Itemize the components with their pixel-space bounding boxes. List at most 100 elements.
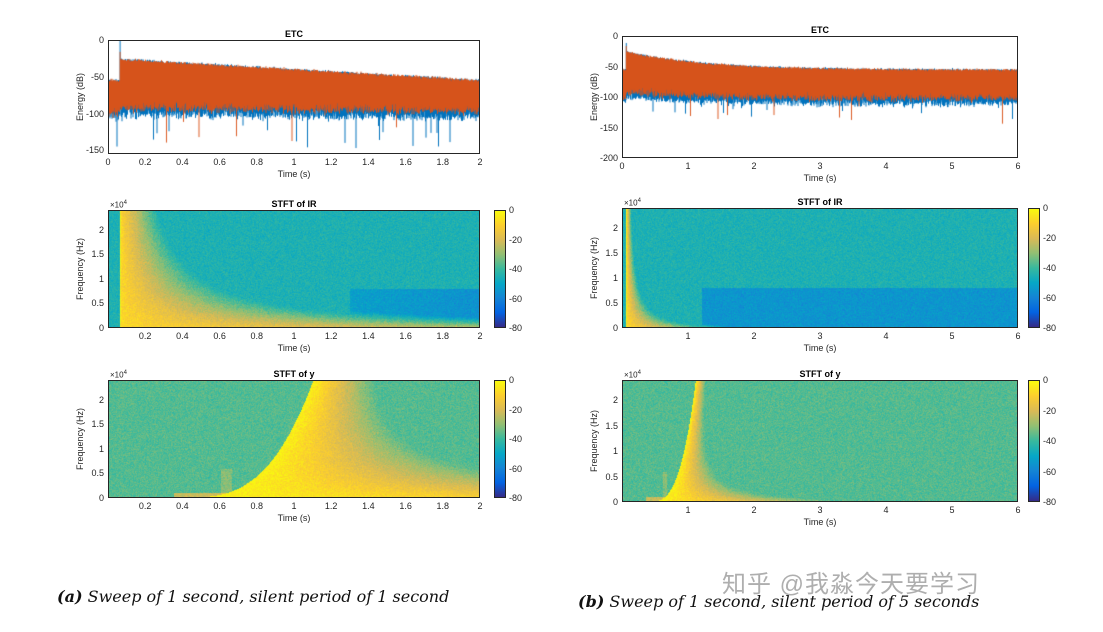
b-stft-ir-colorbar-tick: -20	[1043, 233, 1057, 243]
b-etc-xtick: 1	[685, 161, 691, 171]
a-stft-ir-ylabel: Frequency (Hz)	[75, 237, 85, 301]
a-etc-ylabel: Energy (dB)	[75, 72, 85, 122]
a-stft-ir-xtick: 1.4	[362, 331, 375, 341]
a-stft-ir-ytick: 0	[98, 323, 104, 333]
b-stft-y-xtick: 4	[883, 505, 889, 515]
a-stft-y-colorbar-tick: -80	[509, 493, 523, 503]
a-stft-y-colorbar	[494, 380, 506, 498]
a-stft-ir-ytick: 1	[98, 273, 104, 284]
b-stft-y-title: STFT of y	[799, 369, 841, 379]
a-stft-ir-spectrogram	[109, 211, 479, 327]
a-stft-ir-title: STFT of IR	[271, 199, 317, 209]
a-stft-ir-xtick: 1.6	[399, 331, 412, 341]
a-stft-ir-colorbar-tick: -80	[509, 323, 523, 333]
a-stft-ir-colorbar-tick: -20	[509, 234, 523, 245]
b-stft-y-spectrogram	[623, 381, 1017, 501]
a-stft-y-colorbar-tick: -60	[509, 463, 523, 474]
a-stft-y-ytick: 2	[98, 394, 104, 405]
a-stft-ir-xtick: 0.8	[250, 331, 264, 341]
b-stft-y-y-multiplier: ×104	[624, 370, 641, 380]
a-etc-xtick: 1	[291, 157, 297, 167]
a-etc-xtick: 0	[105, 157, 111, 167]
a-etc-xtick: 1.4	[362, 157, 375, 167]
a-stft-y-y-multiplier: ×104	[110, 370, 127, 380]
a-etc-ytick: 0	[98, 35, 104, 45]
b-etc-series-lines	[623, 37, 1017, 157]
b-etc-axes	[622, 36, 1018, 158]
a-stft-y-xtick: 0.4	[176, 501, 189, 511]
a-stft-ir-xlabel: Time (s)	[277, 343, 311, 353]
a-etc-xtick: 0.4	[176, 157, 189, 167]
b-stft-ir-colorbar-tick: -60	[1043, 293, 1057, 303]
a-stft-ir-ytick: 0.5	[91, 298, 104, 309]
b-stft-ir-colorbar-tick: 0	[1043, 203, 1049, 213]
a-stft-y-xlabel: Time (s)	[277, 513, 311, 523]
b-etc-xtick: 4	[883, 161, 889, 171]
caption-b: (b) Sweep of 1 second, silent period of …	[578, 592, 980, 611]
b-stft-ir-y-multiplier: ×104	[624, 198, 641, 208]
b-stft-ir-xtick: 3	[817, 331, 823, 341]
b-stft-y-axes	[622, 380, 1018, 502]
b-stft-ir-xlabel: Time (s)	[803, 343, 837, 353]
a-stft-y-xtick: 0.6	[213, 501, 226, 511]
b-stft-y-ytick: 1.5	[605, 420, 618, 431]
a-etc-xtick: 1.6	[399, 157, 412, 167]
b-stft-ir-colorbar-tick: -40	[1043, 263, 1057, 273]
a-stft-y-ytick: 1.5	[91, 419, 104, 430]
b-stft-ir-xtick: 1	[685, 331, 691, 341]
b-stft-y-colorbar	[1028, 380, 1040, 502]
a-etc-ytick: -50	[90, 71, 104, 82]
b-etc-ytick: 0	[612, 31, 618, 41]
a-stft-y-colorbar-tick: -40	[509, 434, 523, 444]
b-etc-xtick: 5	[949, 161, 955, 171]
a-etc-title: ETC	[285, 29, 303, 39]
a-stft-ir-xtick: 0.2	[138, 331, 152, 341]
a-stft-y-xtick: 1.4	[362, 501, 375, 511]
a-stft-ir-colorbar	[494, 210, 506, 328]
b-stft-y-ytick: 0.5	[605, 471, 618, 482]
a-etc-ytick: -150	[85, 145, 104, 156]
a-etc-xlabel: Time (s)	[277, 169, 311, 179]
a-stft-y-xtick: 0.2	[138, 501, 152, 511]
b-stft-y-xtick: 3	[817, 505, 823, 515]
a-stft-ir-colorbar-tick: -40	[509, 264, 523, 274]
a-stft-y-xtick: 1	[291, 501, 297, 511]
b-stft-ir-spectrogram	[623, 209, 1017, 327]
b-etc-title: ETC	[811, 25, 829, 35]
a-stft-y-xtick: 2	[477, 501, 483, 511]
a-stft-ir-xtick: 0.4	[176, 331, 189, 341]
b-etc-xtick: 0	[619, 161, 625, 171]
b-stft-y-colorbar-tick: -20	[1043, 405, 1057, 416]
b-stft-y-xtick: 1	[685, 505, 691, 515]
b-stft-y-xlabel: Time (s)	[803, 517, 837, 527]
a-stft-y-ylabel: Frequency (Hz)	[75, 407, 85, 471]
b-etc-xlabel: Time (s)	[803, 173, 837, 183]
a-stft-y-xtick: 1.2	[324, 501, 338, 511]
a-stft-ir-xtick: 1.2	[324, 331, 338, 341]
a-stft-y-ytick: 1	[98, 443, 104, 454]
b-stft-y-colorbar-tick: -40	[1043, 436, 1057, 446]
b-stft-ir-ylabel: Frequency (Hz)	[589, 236, 599, 300]
b-stft-y-colorbar-tick: -80	[1043, 497, 1057, 507]
a-stft-ir-xtick: 2	[477, 331, 483, 341]
b-stft-y-xtick: 2	[751, 505, 757, 515]
a-stft-y-xtick: 0.8	[250, 501, 264, 511]
a-etc-xtick: 2	[477, 157, 483, 167]
b-stft-ir-ytick: 2	[612, 223, 618, 233]
a-stft-y-ytick: 0	[98, 493, 104, 503]
a-etc-xtick: 0.6	[213, 157, 226, 167]
a-etc-xtick: 1.2	[324, 157, 338, 167]
b-stft-ir-title: STFT of IR	[797, 197, 843, 207]
a-stft-y-colorbar-tick: 0	[509, 375, 515, 385]
b-stft-y-ylabel: Frequency (Hz)	[589, 409, 599, 473]
b-stft-ir-xtick: 6	[1015, 331, 1021, 341]
a-etc-xtick: 1.8	[436, 157, 450, 167]
a-stft-ir-colorbar-tick: -60	[509, 293, 523, 304]
b-stft-y-ytick: 0	[612, 497, 618, 507]
b-etc-ytick: -200	[599, 153, 618, 163]
a-stft-ir-ytick: 2	[98, 224, 104, 235]
b-stft-ir-colorbar-tick: -80	[1043, 323, 1057, 333]
a-stft-y-ytick: 0.5	[91, 468, 104, 479]
a-etc-ytick: -100	[85, 108, 104, 119]
b-stft-ir-xtick: 2	[751, 331, 757, 341]
